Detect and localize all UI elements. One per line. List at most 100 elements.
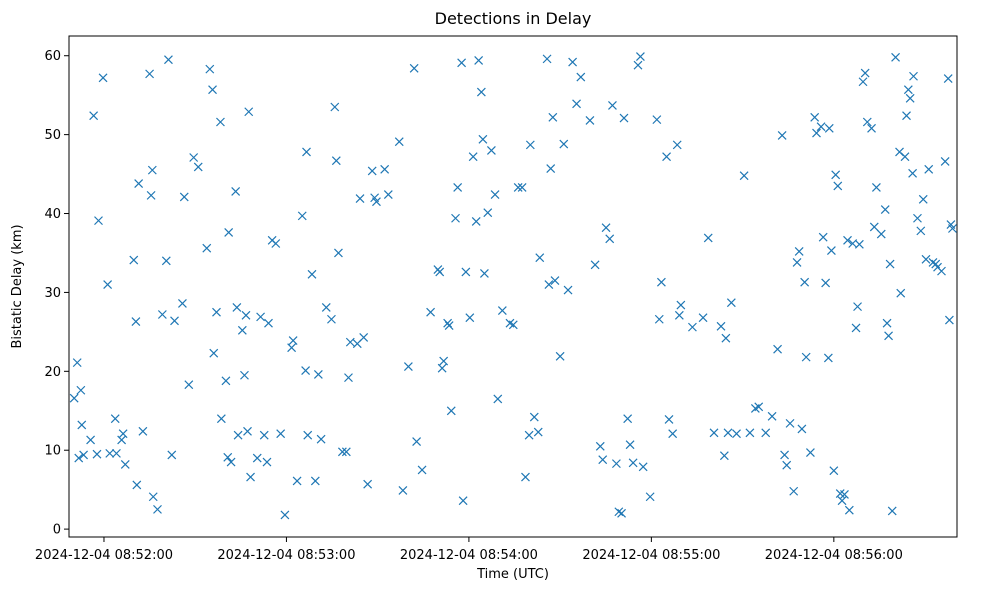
data-point xyxy=(829,466,839,476)
data-point xyxy=(821,278,831,288)
data-point xyxy=(98,73,108,83)
data-point xyxy=(854,239,864,249)
data-point xyxy=(157,310,167,319)
data-point xyxy=(426,307,436,317)
data-point xyxy=(698,313,708,323)
data-point xyxy=(474,56,484,65)
data-point xyxy=(944,315,954,325)
data-point xyxy=(288,336,298,345)
data-point xyxy=(337,447,347,457)
data-point xyxy=(341,447,351,457)
data-point xyxy=(662,152,671,162)
data-point xyxy=(782,460,792,470)
data-point xyxy=(446,406,456,416)
data-point xyxy=(437,363,447,373)
data-point xyxy=(882,318,892,328)
data-point xyxy=(264,318,273,328)
data-point xyxy=(638,462,648,472)
data-point xyxy=(754,402,764,412)
data-point xyxy=(458,496,468,506)
data-point xyxy=(167,450,177,460)
data-point xyxy=(92,449,102,459)
data-point xyxy=(243,426,252,436)
data-point xyxy=(652,115,662,125)
data-point xyxy=(544,280,554,289)
data-point xyxy=(134,179,144,188)
data-point xyxy=(902,111,911,121)
data-point xyxy=(131,317,141,327)
data-point xyxy=(271,239,281,248)
data-point xyxy=(674,310,684,320)
data-point xyxy=(103,280,113,289)
data-point xyxy=(869,222,879,232)
data-point xyxy=(240,370,249,380)
data-point xyxy=(301,366,311,375)
data-point xyxy=(359,332,369,342)
data-point xyxy=(723,428,733,438)
data-point xyxy=(303,430,313,440)
data-point xyxy=(147,165,157,175)
data-point xyxy=(924,164,934,174)
data-point xyxy=(726,298,736,308)
data-point xyxy=(688,322,697,332)
data-point xyxy=(871,183,881,192)
data-point xyxy=(372,197,381,207)
data-point xyxy=(905,93,915,103)
x-axis: 2024-12-04 08:52:00 2024-12-04 08:53:00 20… xyxy=(35,537,903,563)
data-point xyxy=(633,60,643,70)
data-point xyxy=(77,420,87,430)
data-point xyxy=(241,310,251,320)
data-point xyxy=(546,164,556,173)
data-point xyxy=(837,496,847,506)
data-point xyxy=(721,333,731,343)
data-point xyxy=(409,63,419,73)
data-point xyxy=(656,277,666,287)
y-tick-label: 40 xyxy=(44,207,61,222)
data-point xyxy=(563,285,573,295)
data-point xyxy=(394,137,404,147)
data-point xyxy=(880,205,890,214)
plot-frame xyxy=(68,35,958,538)
data-point xyxy=(412,437,422,446)
data-point xyxy=(193,162,203,172)
data-point xyxy=(789,486,799,496)
data-point xyxy=(231,187,241,196)
data-point xyxy=(524,430,534,440)
data-point xyxy=(202,243,212,253)
data-point xyxy=(891,52,900,62)
data-point xyxy=(223,452,233,462)
data-point xyxy=(451,213,460,223)
data-point xyxy=(595,441,605,451)
data-point xyxy=(614,507,624,517)
data-point xyxy=(797,424,807,434)
data-point xyxy=(585,115,595,125)
data-point xyxy=(672,140,682,150)
x-tick-label: 2024-12-04 08:54:00 xyxy=(400,548,538,563)
data-point xyxy=(668,429,678,439)
data-point xyxy=(259,430,269,440)
data-point xyxy=(327,314,336,324)
data-point xyxy=(164,55,173,65)
data-point xyxy=(161,256,171,266)
data-point xyxy=(654,314,664,324)
data-point xyxy=(86,435,96,445)
data-point xyxy=(885,259,895,269)
data-point xyxy=(792,258,802,267)
data-point xyxy=(132,480,142,490)
data-point xyxy=(508,320,518,330)
data-points xyxy=(69,52,957,520)
data-point xyxy=(635,52,645,61)
data-point xyxy=(486,145,496,155)
data-point xyxy=(221,376,231,386)
data-point xyxy=(138,426,148,436)
data-point xyxy=(844,505,854,515)
x-tick-label: 2024-12-04 08:55:00 xyxy=(582,548,720,563)
data-point xyxy=(287,343,297,353)
data-point xyxy=(89,111,99,121)
data-point xyxy=(153,504,162,514)
y-tick-label: 0 xyxy=(53,523,61,538)
data-point xyxy=(79,450,89,460)
data-point xyxy=(816,122,826,132)
data-point xyxy=(120,459,130,469)
